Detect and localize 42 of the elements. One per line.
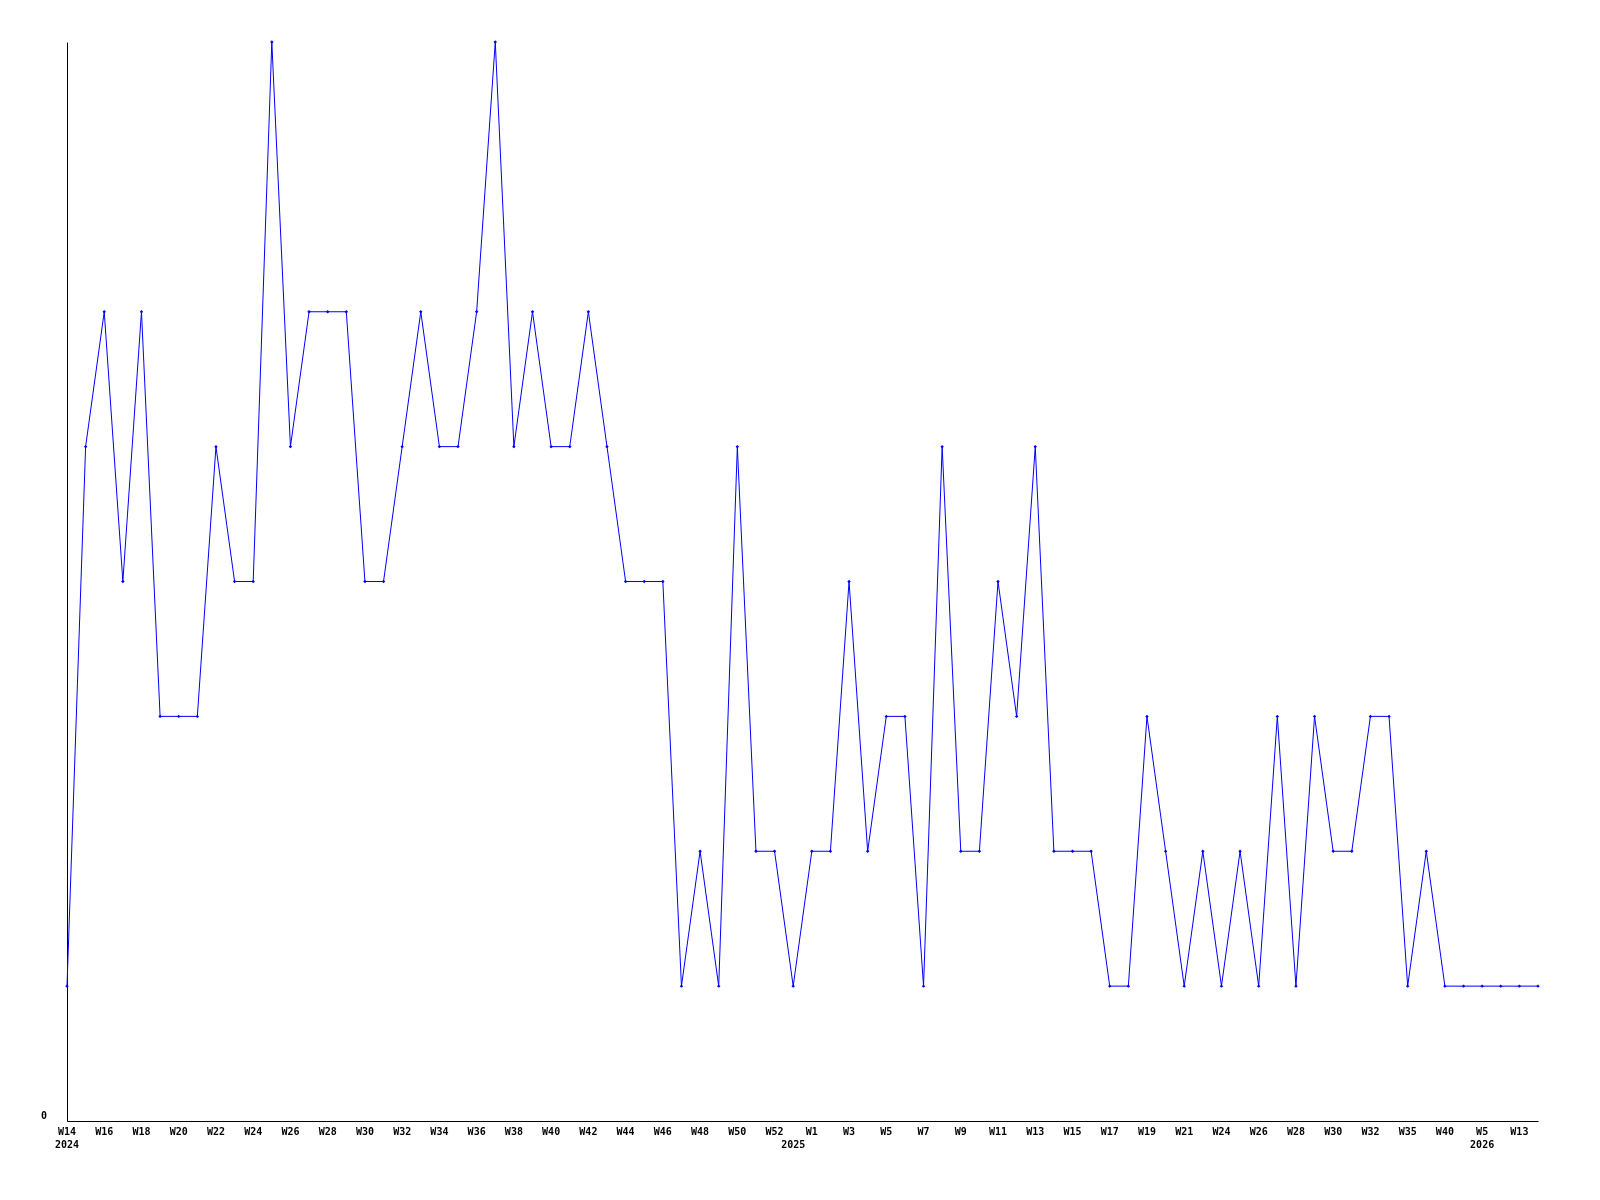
x-tick-label: W50 xyxy=(728,1126,747,1137)
x-tick-label: W24 xyxy=(1212,1126,1231,1137)
x-tick-label: W9 xyxy=(954,1126,967,1137)
x-tick-label: W1 xyxy=(805,1126,818,1137)
x-tick-label: W36 xyxy=(467,1126,486,1137)
x-tick-label: W26 xyxy=(1249,1126,1268,1137)
x-tick-label: W38 xyxy=(504,1126,523,1137)
x-tick-label: W42 xyxy=(579,1126,598,1137)
x-tick-label: W15 xyxy=(1063,1126,1082,1137)
x-tick-label: W21 xyxy=(1175,1126,1194,1137)
x-tick-label: W18 xyxy=(132,1126,151,1137)
x-tick-label: W5 2026 xyxy=(1470,1126,1495,1150)
x-tick-label: W46 xyxy=(653,1126,672,1137)
x-tick-label: W44 xyxy=(616,1126,635,1137)
x-tick-label: W40 xyxy=(1435,1126,1454,1137)
x-tick-label: W7 xyxy=(917,1126,930,1137)
x-tick-label: W28 xyxy=(1286,1126,1305,1137)
x-tick-label: W14 2024 xyxy=(54,1126,80,1150)
x-tick-label: W17 xyxy=(1100,1126,1119,1137)
x-tick-label: W32 xyxy=(393,1126,412,1137)
x-tick-label: W20 xyxy=(169,1126,188,1137)
x-tick-label: W16 xyxy=(95,1126,114,1137)
x-tick-label: W22 xyxy=(206,1126,225,1137)
x-tick-label: W26 xyxy=(281,1126,300,1137)
x-tick-label: W32 xyxy=(1361,1126,1380,1137)
text: 0 xyxy=(40,1110,47,1121)
x-tick-label: W48 xyxy=(691,1126,710,1137)
x-tick-label: W34 xyxy=(430,1126,449,1137)
x-tick-label: W30 xyxy=(1324,1126,1343,1137)
x-tick-label: W28 xyxy=(318,1126,337,1137)
x-tick-label: W52 xyxy=(765,1126,784,1137)
x-tick-label: W13 xyxy=(1510,1126,1529,1137)
x-tick-label: W35 xyxy=(1398,1126,1417,1137)
x-tick-label: W3 xyxy=(843,1126,856,1137)
x-tick-label: 2025 xyxy=(781,1139,806,1150)
x-tick-label: W11 xyxy=(988,1126,1008,1137)
x-tick-label: W13 xyxy=(1026,1126,1045,1137)
x-tick-label: W30 xyxy=(355,1126,374,1137)
x-tick-label: W24 xyxy=(244,1126,263,1137)
x-tick-label: W40 xyxy=(542,1126,561,1137)
x-tick-label: W19 xyxy=(1137,1126,1157,1137)
x-tick-label: W5 xyxy=(880,1126,893,1137)
